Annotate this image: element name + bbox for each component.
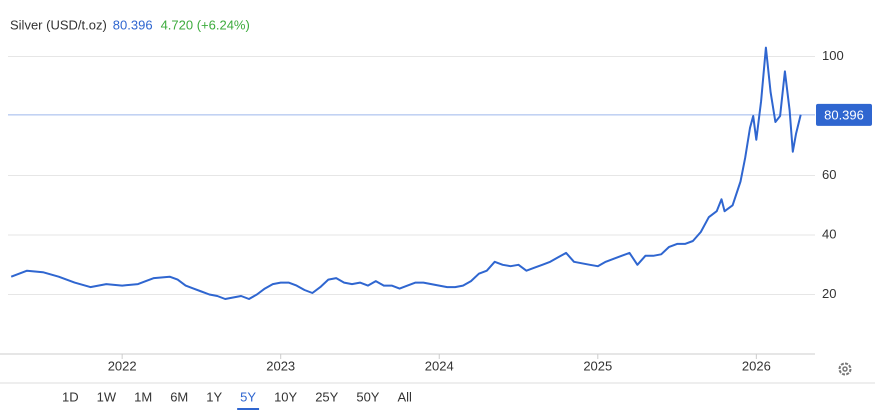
x-tick-label: 2023: [266, 358, 295, 373]
y-tick-label: 60: [822, 167, 836, 182]
y-tick-label: 20: [822, 286, 836, 301]
x-tick-label: 2024: [425, 358, 454, 373]
range-button[interactable]: 50Y: [356, 389, 379, 404]
chart-title: Silver (USD/t.oz): [10, 17, 107, 32]
gear-hole: [842, 366, 848, 372]
y-tick-label: 40: [822, 226, 836, 241]
range-button[interactable]: 1W: [97, 389, 117, 404]
range-button[interactable]: 10Y: [274, 389, 297, 404]
range-button[interactable]: 5Y: [240, 389, 256, 404]
y-tick-label: 100: [822, 48, 844, 63]
gear: [838, 362, 852, 376]
price-line: [10, 46, 802, 300]
range-button[interactable]: All: [397, 389, 412, 404]
range-button[interactable]: 1D: [62, 389, 79, 404]
last-value-tag-label: 80.396: [824, 107, 864, 122]
range-button[interactable]: 25Y: [315, 389, 338, 404]
range-button[interactable]: 6M: [170, 389, 188, 404]
change: 4.720 (+6.24%): [161, 17, 250, 32]
last-value: 80.396: [113, 17, 153, 32]
settings-icon[interactable]: [838, 362, 852, 376]
x-tick-label: 2025: [583, 358, 612, 373]
x-tick-label: 2026: [742, 358, 771, 373]
range-button[interactable]: 1M: [134, 389, 152, 404]
last-value-tag: [816, 103, 872, 126]
x-tick-label: 2022: [108, 358, 137, 373]
range-button[interactable]: 1Y: [206, 389, 222, 404]
